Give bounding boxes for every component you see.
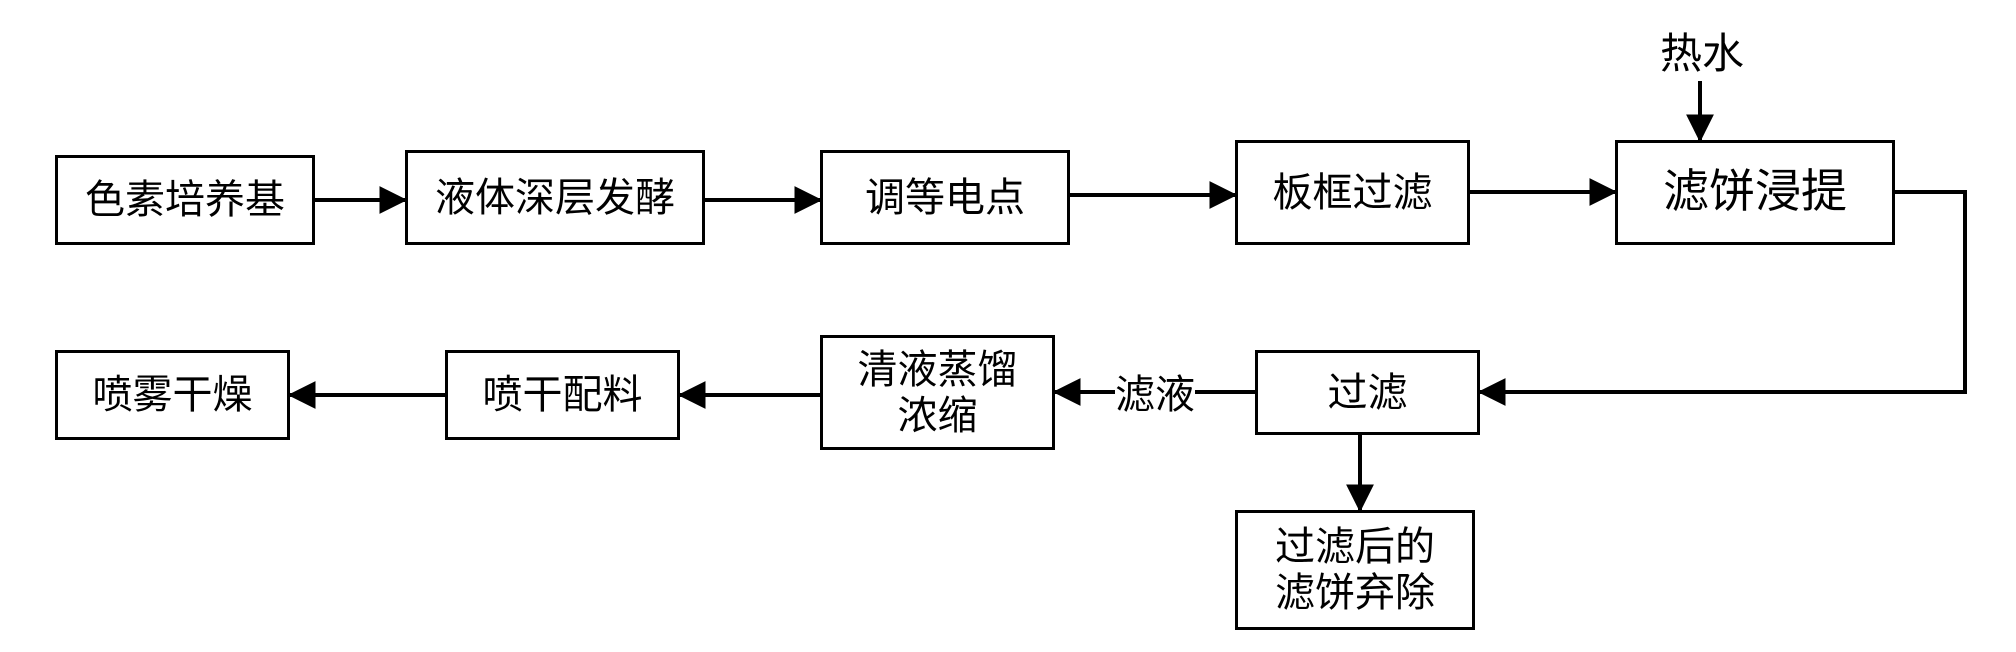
node-label: 色素培养基 <box>85 177 285 223</box>
node-label: 滤饼浸提 <box>1663 166 1847 219</box>
label-filtrate: 滤液 <box>1115 362 1195 420</box>
flow-edges <box>0 0 2016 652</box>
node-adjust-isoelectric: 调等电点 <box>820 150 1070 245</box>
node-label: 清液蒸馏 浓缩 <box>858 347 1018 439</box>
node-label: 过滤 <box>1328 370 1408 416</box>
node-discard-cake: 过滤后的 滤饼弃除 <box>1235 510 1475 630</box>
node-label: 液体深层发酵 <box>435 175 675 221</box>
node-label: 调等电点 <box>865 175 1025 221</box>
node-label: 喷干配料 <box>483 372 643 418</box>
node-label: 过滤后的 滤饼弃除 <box>1275 524 1435 616</box>
node-distill-concentrate: 清液蒸馏 浓缩 <box>820 335 1055 450</box>
node-label: 喷雾干燥 <box>93 372 253 418</box>
node-cake-extraction: 滤饼浸提 <box>1615 140 1895 245</box>
node-pigment-medium: 色素培养基 <box>55 155 315 245</box>
node-label: 板框过滤 <box>1273 170 1433 216</box>
node-spray-drying: 喷雾干燥 <box>55 350 290 440</box>
label-hot-water: 热水 <box>1660 20 1744 81</box>
node-filter: 过滤 <box>1255 350 1480 435</box>
node-plate-frame-filter: 板框过滤 <box>1235 140 1470 245</box>
node-submerged-fermentation: 液体深层发酵 <box>405 150 705 245</box>
node-spray-dry-mix: 喷干配料 <box>445 350 680 440</box>
